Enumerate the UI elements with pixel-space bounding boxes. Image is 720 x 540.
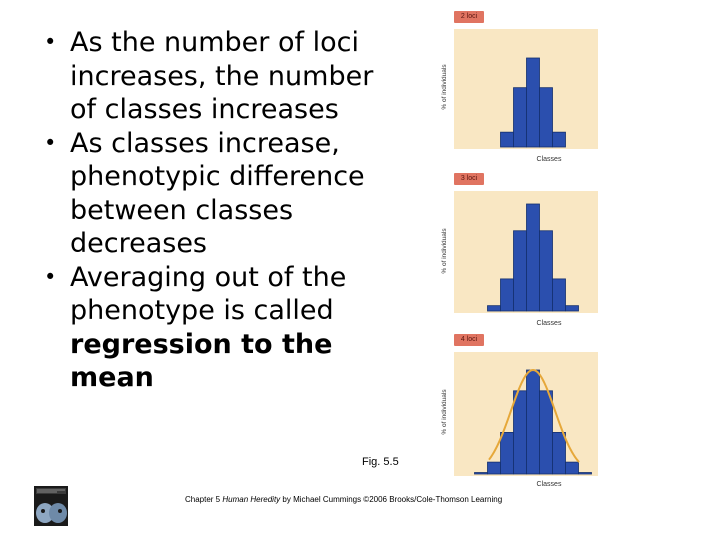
bullet-emphasis: regression to the mean [70,328,333,394]
book-cover-eye [58,509,62,513]
histogram-bar [552,278,566,312]
bullet-text: As the number of loci increases, the num… [70,27,374,125]
book-cover-eye [41,509,45,513]
histogram-2-loci: % of individuals Classes [441,29,598,163]
caption-book-title: Human Heredity [222,495,281,504]
bullet-item: As classes increase, phenotypic differen… [44,127,374,261]
histogram-bar [565,305,579,312]
loci-tag-3: 3 loci [454,173,484,185]
caption-suffix: by Michael Cummings ©2006 Brooks/Cole-Th… [280,495,503,504]
histogram-bar [513,87,527,148]
bar-group [487,203,579,312]
loci-tag-4: 4 loci [454,334,484,346]
histogram-bar [513,230,527,312]
histogram-bar [552,432,566,475]
histogram-bar [526,203,540,312]
x-axis-label: Classes [537,156,562,163]
bar-group [500,57,566,148]
bullet-item: As the number of loci increases, the num… [44,26,374,127]
histogram-bar [552,131,566,148]
y-axis-label: % of individuals [441,389,448,435]
histogram-bar [474,472,488,475]
histogram-bar [539,87,553,148]
book-cover-thumbnail [34,486,68,526]
book-cover-band [36,488,66,494]
histogram-bar [500,131,514,148]
book-cover-title-line [37,491,57,493]
x-axis-label: Classes [537,481,562,488]
histogram-bar [487,305,501,312]
figure-label: Fig. 5.5 [362,456,399,468]
histogram-bar [500,432,514,475]
bullet-item: Averaging out of the phenotype is called… [44,261,374,395]
histogram-bar [539,390,553,475]
histogram-bar [500,278,514,312]
histogram-bar [513,390,527,475]
histogram-bar [578,472,592,475]
loci-tag-2: 2 loci [454,11,484,23]
histogram-4-loci: % of individuals Classes [441,352,598,488]
bullet-text: As classes increase, phenotypic differen… [70,127,365,260]
book-cover-face [49,503,67,523]
histogram-3-loci: % of individuals Classes [441,191,598,327]
x-axis-label: Classes [537,320,562,327]
histogram-bar [526,369,540,475]
y-axis-label: % of individuals [441,228,448,274]
caption-prefix: Chapter 5 [185,495,223,504]
bullet-text: Averaging out of the phenotype is called [70,261,347,327]
normal-curve [488,368,580,463]
histogram-bar [565,461,579,475]
bar-group [474,369,592,475]
histogram-bar [487,461,501,475]
histogram-bar [526,57,540,148]
book-cover-face [36,503,54,523]
histogram-bar [539,230,553,312]
footer-caption: Chapter 5 Human Heredity by Michael Cumm… [185,495,502,504]
bullet-list: As the number of loci increases, the num… [44,26,374,395]
y-axis-label: % of individuals [441,64,448,110]
book-cover-title-line [37,489,65,491]
